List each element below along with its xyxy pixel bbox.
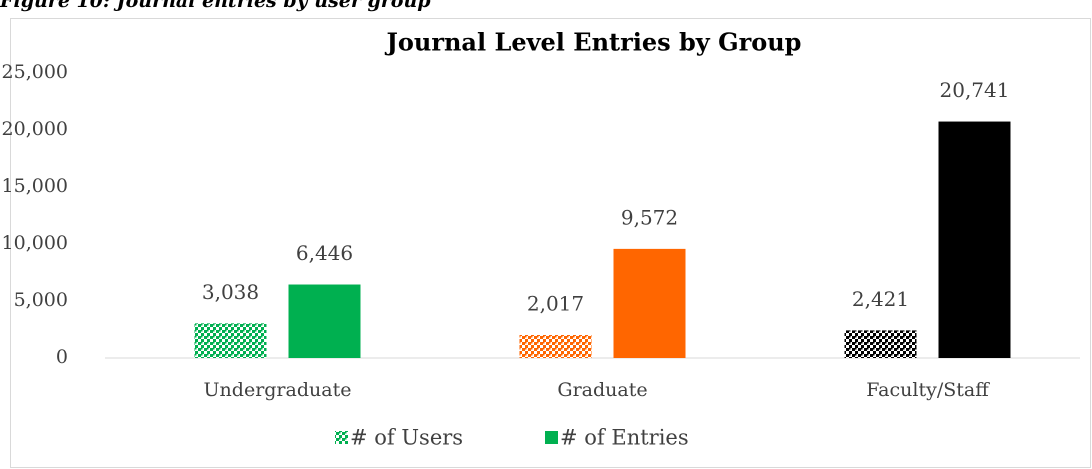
- value-label: 6,446: [296, 241, 353, 265]
- value-label: 9,572: [621, 205, 678, 229]
- y-tick-label: 10,000: [2, 232, 68, 254]
- bar: [519, 335, 592, 358]
- y-tick-label: 5,000: [14, 289, 68, 311]
- value-label: 3,038: [202, 280, 259, 304]
- bar: [938, 121, 1011, 358]
- legend-swatch: [545, 431, 558, 444]
- figure-caption: Figure 10: Journal entries by user group: [0, 0, 431, 12]
- chart-frame: [10, 18, 1091, 468]
- x-tick-label: Undergraduate: [204, 379, 352, 401]
- legend-swatch: [335, 431, 348, 444]
- y-tick-label: 0: [56, 346, 68, 368]
- y-tick-label: 15,000: [2, 175, 68, 197]
- value-label: 2,017: [527, 292, 584, 316]
- x-tick-label: Faculty/Staff: [866, 379, 990, 401]
- value-label: 20,741: [940, 78, 1010, 102]
- bar: [194, 323, 267, 358]
- bar: [288, 284, 361, 358]
- bar: [613, 248, 686, 358]
- x-tick-label: Graduate: [557, 379, 647, 401]
- legend-label: # of Users: [350, 426, 463, 450]
- value-label: 2,421: [852, 287, 909, 311]
- y-tick-label: 20,000: [2, 118, 68, 140]
- legend-label: # of Entries: [560, 426, 689, 450]
- y-tick-label: 25,000: [2, 61, 68, 83]
- bar: [844, 330, 917, 358]
- chart-title: Journal Level Entries by Group: [385, 28, 802, 57]
